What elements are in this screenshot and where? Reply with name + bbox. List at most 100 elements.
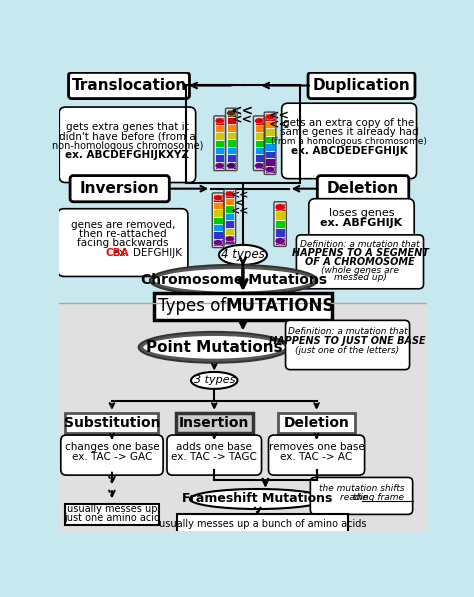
Bar <box>275 211 285 220</box>
Text: Types of: Types of <box>158 297 232 315</box>
Bar <box>255 162 264 170</box>
Bar <box>213 194 223 202</box>
Ellipse shape <box>255 118 264 124</box>
Bar <box>255 132 264 140</box>
Bar <box>227 162 236 170</box>
Text: ex. TAC -> GAC: ex. TAC -> GAC <box>72 452 152 461</box>
Bar <box>59 72 427 303</box>
Bar <box>227 140 236 147</box>
Bar <box>265 166 275 173</box>
Bar <box>227 124 236 132</box>
FancyBboxPatch shape <box>70 176 169 202</box>
Text: the: the <box>353 493 370 502</box>
Text: removes one base: removes one base <box>269 442 365 453</box>
Text: ex. TAC -> TAGC: ex. TAC -> TAGC <box>171 452 257 461</box>
Text: <<: << <box>232 113 253 127</box>
Text: Definition: a mutation that: Definition: a mutation that <box>300 241 420 250</box>
Text: usually messes up a bunch of amino acids: usually messes up a bunch of amino acids <box>158 519 366 528</box>
Bar <box>215 155 224 162</box>
Bar <box>255 140 264 147</box>
Text: DEFGHIJK: DEFGHIJK <box>133 248 182 257</box>
Bar <box>213 217 223 224</box>
Ellipse shape <box>215 163 224 169</box>
Ellipse shape <box>213 240 223 246</box>
Ellipse shape <box>225 191 235 197</box>
Text: didn't have before (from a: didn't have before (from a <box>59 131 196 141</box>
Text: 3 types: 3 types <box>193 376 235 386</box>
Text: HAPPENS TO JUST ONE BASE: HAPPENS TO JUST ONE BASE <box>269 336 426 346</box>
Bar <box>225 190 235 198</box>
Bar <box>215 125 224 132</box>
Bar <box>227 109 236 117</box>
Bar <box>278 413 356 433</box>
Text: just one amino acid: just one amino acid <box>64 513 160 523</box>
FancyBboxPatch shape <box>310 478 413 515</box>
Text: Duplication: Duplication <box>313 78 410 93</box>
Ellipse shape <box>213 195 223 201</box>
FancyBboxPatch shape <box>308 72 415 99</box>
Bar <box>177 515 347 533</box>
Text: (whole genes are: (whole genes are <box>321 266 399 275</box>
Bar <box>275 237 285 245</box>
Text: OF A CHROMOSOME: OF A CHROMOSOME <box>305 257 415 267</box>
Bar <box>275 228 285 237</box>
Text: Frameshift Mutations: Frameshift Mutations <box>182 493 333 506</box>
Bar <box>215 147 224 155</box>
Bar <box>225 227 235 235</box>
Text: <<: << <box>269 110 290 123</box>
Text: gets extra genes that it: gets extra genes that it <box>66 122 189 132</box>
Text: Insertion: Insertion <box>179 416 249 430</box>
Text: Chromosome Mutations: Chromosome Mutations <box>141 273 327 287</box>
Bar <box>64 504 159 525</box>
Text: Translocation: Translocation <box>72 78 187 93</box>
Bar <box>275 203 285 211</box>
Ellipse shape <box>255 163 264 169</box>
Bar <box>227 117 236 124</box>
Text: <<: << <box>230 190 249 200</box>
Text: genes are removed,: genes are removed, <box>71 220 175 230</box>
Bar <box>225 220 235 227</box>
Bar <box>215 140 224 147</box>
Bar <box>213 202 223 209</box>
Ellipse shape <box>190 489 326 509</box>
Ellipse shape <box>215 118 224 124</box>
Text: <<: << <box>230 206 249 216</box>
Text: Definition: a mutation that: Definition: a mutation that <box>288 327 407 336</box>
Bar <box>225 205 235 213</box>
Bar <box>225 198 235 205</box>
Bar <box>213 232 223 239</box>
Bar <box>225 213 235 220</box>
Bar <box>65 413 158 433</box>
Ellipse shape <box>275 238 285 244</box>
Ellipse shape <box>265 114 275 120</box>
Text: non-homologous chromosome): non-homologous chromosome) <box>52 140 203 150</box>
Bar <box>275 220 285 228</box>
Text: then re-attached: then re-attached <box>79 229 167 239</box>
Bar <box>213 209 223 217</box>
Ellipse shape <box>227 162 236 169</box>
Text: ex.: ex. <box>113 248 132 257</box>
FancyBboxPatch shape <box>268 435 365 475</box>
Text: (from a homologous chromosome): (from a homologous chromosome) <box>271 137 427 146</box>
Bar <box>265 136 275 143</box>
Ellipse shape <box>265 167 275 173</box>
Text: reading frame: reading frame <box>339 493 403 502</box>
Bar <box>265 128 275 136</box>
Text: ex. TAC -> AC: ex. TAC -> AC <box>281 452 353 461</box>
Text: changes one base: changes one base <box>64 442 159 453</box>
Text: loses genes: loses genes <box>329 208 394 217</box>
Text: (just one of the letters): (just one of the letters) <box>295 346 400 355</box>
Text: CBA: CBA <box>106 248 129 257</box>
Text: <<: << <box>230 104 254 119</box>
Text: usually messes up: usually messes up <box>67 504 157 514</box>
FancyBboxPatch shape <box>296 235 423 289</box>
FancyBboxPatch shape <box>61 435 163 475</box>
FancyBboxPatch shape <box>285 321 410 370</box>
Bar <box>225 235 235 242</box>
Bar <box>265 158 275 166</box>
Text: Inversion: Inversion <box>80 181 160 196</box>
Text: HAPPENS TO A SEGMENT: HAPPENS TO A SEGMENT <box>292 248 428 259</box>
Text: ex. ABCDEDEFGHIJK: ex. ABCDEDEFGHIJK <box>291 146 408 156</box>
Ellipse shape <box>227 110 236 116</box>
Text: gets an extra copy of the: gets an extra copy of the <box>283 118 415 128</box>
